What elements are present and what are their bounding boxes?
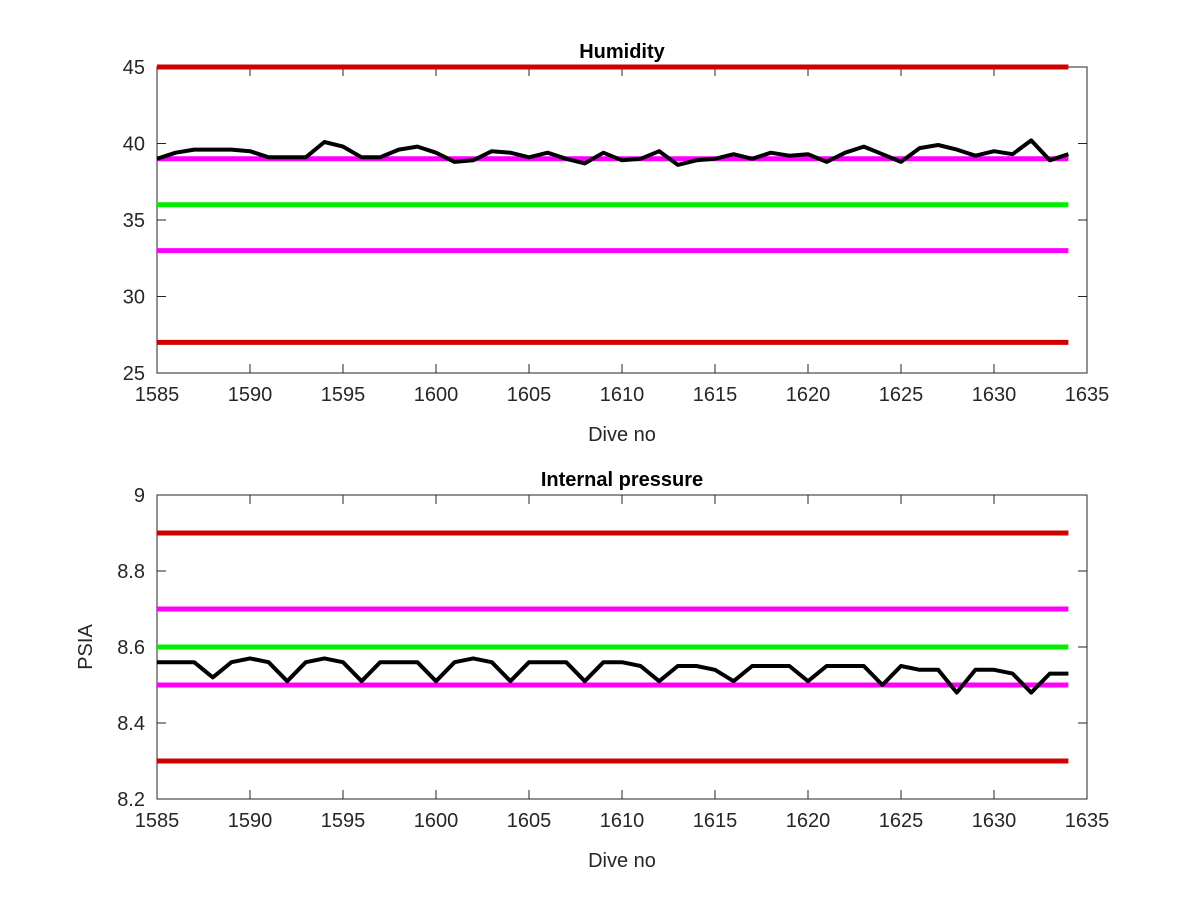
- x-axis-label: Dive no: [588, 850, 656, 872]
- x-tick-label: 1630: [972, 810, 1017, 832]
- y-tick-label: 8.2: [117, 789, 145, 811]
- plot-humidity: 1585 1590 1595 1600 1605 1610 1615 1620 1625 1630…: [123, 41, 1110, 446]
- x-tick-label: 1605: [507, 384, 552, 406]
- y-axis-label: PSIA: [75, 624, 97, 670]
- y-tick-label: 8.6: [117, 637, 145, 659]
- x-tick-label: 1620: [786, 810, 831, 832]
- y-tick-label: 45: [123, 57, 145, 79]
- x-tick-label: 1635: [1065, 810, 1110, 832]
- x-tick-label: 1585: [135, 384, 180, 406]
- x-tick-label: 1625: [879, 810, 924, 832]
- chart-title: Humidity: [579, 41, 665, 63]
- x-tick-label: 1600: [414, 384, 459, 406]
- x-tick-label: 1600: [414, 810, 459, 832]
- chart-title: Internal pressure: [541, 469, 703, 491]
- series-line: [156, 138, 1070, 167]
- x-tick-label: 1610: [600, 384, 645, 406]
- y-tick-label: 8.4: [117, 713, 145, 735]
- x-tick-label: 1610: [600, 810, 645, 832]
- x-tick-label: 1615: [693, 810, 738, 832]
- x-tick-label: 1590: [228, 810, 273, 832]
- axes-box: [156, 66, 1088, 374]
- y-tick-label: 8.8: [117, 561, 145, 583]
- x-tick-label: 1625: [879, 384, 924, 406]
- x-tick-label: 1605: [507, 810, 552, 832]
- y-tick-label: 30: [123, 287, 145, 309]
- y-tick-label: 40: [123, 134, 145, 156]
- series-line: [157, 656, 1069, 695]
- x-tick-label: 1585: [135, 810, 180, 832]
- x-tick-label: 1590: [228, 384, 273, 406]
- x-tick-label: 1620: [786, 384, 831, 406]
- x-tick-label: 1595: [321, 810, 366, 832]
- x-tick-label: 1630: [972, 384, 1017, 406]
- x-tick-label: 1615: [693, 384, 738, 406]
- y-tick-label: 25: [123, 363, 145, 385]
- y-tick-label: 9: [134, 485, 145, 507]
- x-tick-label: 1635: [1065, 384, 1110, 406]
- plot-pressure: 1585 1590 1595 1600 1605 1610 1615 1620 1625 1630…: [75, 469, 1109, 872]
- x-tick-label: 1595: [321, 384, 366, 406]
- y-tick-label: 35: [123, 210, 145, 232]
- x-axis-label: Dive no: [588, 424, 656, 446]
